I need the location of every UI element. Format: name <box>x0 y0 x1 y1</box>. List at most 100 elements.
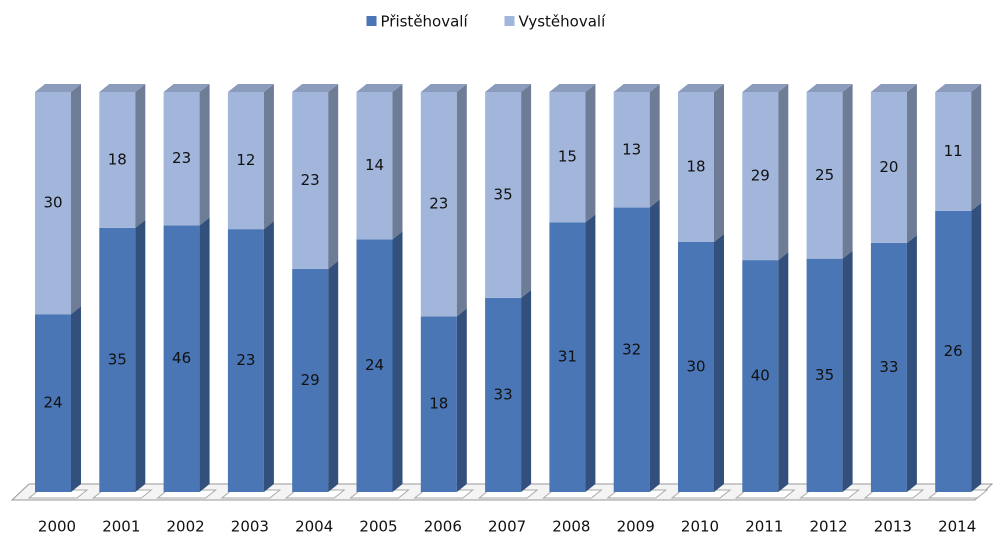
bar-segment <box>613 207 650 493</box>
bar-side <box>906 234 917 492</box>
bar-segment <box>292 268 329 492</box>
bar-side <box>906 84 917 243</box>
data-label: 12 <box>236 151 255 169</box>
x-tick-label: 2006 <box>424 518 462 536</box>
bar-top <box>935 84 982 92</box>
bar-side <box>328 84 339 269</box>
bar-side <box>71 84 81 315</box>
data-label: 18 <box>108 150 127 168</box>
bar-top <box>35 84 81 92</box>
bar-segment <box>935 92 972 211</box>
bar-segment <box>870 242 907 492</box>
data-label: 35 <box>815 366 834 384</box>
bar-segment <box>163 92 200 226</box>
data-label: 30 <box>686 358 705 376</box>
bar-side <box>521 289 532 492</box>
data-label: 13 <box>622 140 641 158</box>
bar-side <box>456 84 467 317</box>
bar-segment <box>420 92 457 317</box>
bar-segment <box>35 314 71 492</box>
data-label: 30 <box>43 194 62 212</box>
data-label: 14 <box>365 156 384 174</box>
bar-segment <box>227 92 264 230</box>
data-label: 33 <box>494 385 513 403</box>
data-label: 35 <box>108 350 127 368</box>
bar-segment <box>549 92 586 223</box>
bar-side <box>778 84 789 261</box>
bar-segment <box>806 258 843 492</box>
data-label: 24 <box>43 394 62 412</box>
x-tick-label: 2001 <box>102 518 140 536</box>
bar-segment <box>678 242 714 492</box>
data-label: 18 <box>429 395 448 413</box>
legend-label: Vystěhovalí <box>519 13 607 31</box>
bar-segment <box>935 210 972 492</box>
bar-segment <box>420 316 457 492</box>
data-label: 35 <box>494 185 513 203</box>
data-label: 15 <box>558 148 577 166</box>
data-label: 40 <box>751 367 770 385</box>
bar-top <box>678 84 724 92</box>
data-label: 31 <box>558 348 577 366</box>
bar-segment <box>99 227 136 492</box>
bar-segment <box>99 92 136 228</box>
x-tick-label: 2002 <box>167 518 205 536</box>
bar-segment <box>806 92 843 259</box>
data-label: 29 <box>301 371 320 389</box>
bar-top <box>549 84 596 92</box>
x-tick-label: 2005 <box>359 518 397 536</box>
bar-side <box>649 199 660 493</box>
x-tick-label: 2013 <box>874 518 912 536</box>
bar-side <box>842 250 853 492</box>
data-label: 23 <box>236 351 255 369</box>
bar-segment <box>356 92 393 240</box>
x-tick-label: 2007 <box>488 518 526 536</box>
bar-side <box>585 84 596 223</box>
bar-side <box>328 260 339 492</box>
bar-side <box>714 234 724 492</box>
x-tick-label: 2003 <box>231 518 269 536</box>
data-label: 24 <box>365 356 384 374</box>
bar-top <box>742 84 789 92</box>
x-tick-label: 2008 <box>552 518 590 536</box>
bar-top <box>870 84 917 92</box>
bar-side <box>842 84 853 259</box>
bar-segment <box>870 92 907 243</box>
bar-side <box>135 84 146 228</box>
data-label: 26 <box>944 342 963 360</box>
data-label: 23 <box>301 171 320 189</box>
bar-side <box>199 84 210 226</box>
bar-side <box>521 84 532 298</box>
legend-swatch <box>366 16 377 26</box>
bar-side <box>199 217 210 493</box>
bar-side <box>456 308 467 492</box>
data-label: 18 <box>686 158 705 176</box>
bar-top <box>613 84 660 92</box>
data-label: 23 <box>429 195 448 213</box>
x-tick-label: 2000 <box>38 518 76 536</box>
bar-side <box>71 306 81 492</box>
bar-top <box>99 84 146 92</box>
bar-side <box>585 214 596 492</box>
bar-segment <box>292 92 329 269</box>
bar-top <box>163 84 210 92</box>
x-tick-label: 2014 <box>938 518 976 536</box>
bar-segment <box>163 225 200 493</box>
bar-side <box>778 252 789 492</box>
bar-side <box>135 219 146 492</box>
bar-segment <box>485 92 522 298</box>
bar-side <box>971 84 982 211</box>
data-label: 32 <box>622 340 641 358</box>
data-label: 46 <box>172 349 191 367</box>
x-tick-label: 2004 <box>295 518 333 536</box>
bar-segment <box>549 222 586 492</box>
data-label: 20 <box>879 158 898 176</box>
bar-top <box>227 84 274 92</box>
bar-segment <box>356 239 393 492</box>
legend-swatch <box>504 16 515 26</box>
bar-top <box>420 84 467 92</box>
bar-segment <box>678 92 714 242</box>
data-label: 25 <box>815 166 834 184</box>
bar-side <box>971 202 982 492</box>
